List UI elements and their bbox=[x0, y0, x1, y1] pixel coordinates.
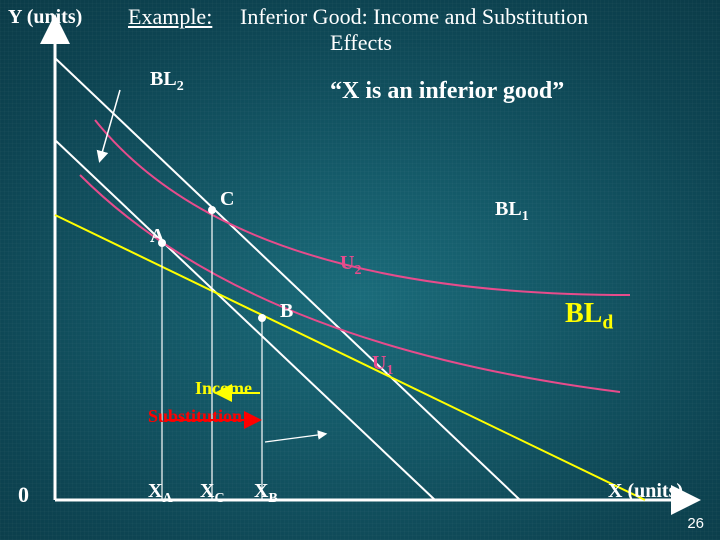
bl2-label: BL2 bbox=[150, 68, 184, 95]
indiff-curve-u1 bbox=[80, 175, 620, 392]
slide: Y (units) X (units) 0 Example: Inferior … bbox=[0, 0, 720, 540]
point-a-label: A bbox=[150, 225, 164, 248]
bl2-arrow bbox=[100, 90, 120, 160]
income-label: Income bbox=[195, 378, 252, 399]
xa-label: XA bbox=[148, 480, 173, 507]
u2-label: U2 bbox=[340, 252, 361, 279]
bld-label: BLd bbox=[565, 298, 613, 335]
u1-label: U1 bbox=[372, 352, 393, 379]
budget-line-2 bbox=[55, 58, 520, 500]
x-axis-label: X (units) bbox=[608, 480, 683, 503]
title-line-2: Effects bbox=[330, 30, 392, 56]
title-line-1: Inferior Good: Income and Substitution bbox=[240, 4, 588, 30]
budget-line-1 bbox=[55, 140, 435, 500]
origin-label: 0 bbox=[18, 482, 29, 508]
indiff-curve-u2 bbox=[95, 120, 630, 295]
slide-number: 26 bbox=[687, 515, 704, 532]
point-b-label: B bbox=[280, 300, 293, 323]
xc-label: XC bbox=[200, 480, 225, 507]
subtitle: “X is an inferior good” bbox=[330, 78, 564, 105]
point-c bbox=[208, 206, 216, 214]
point-b bbox=[258, 314, 266, 322]
y-axis-label: Y (units) bbox=[8, 6, 82, 29]
bl1-label: BL1 bbox=[495, 198, 529, 225]
substitution-label: Substitution bbox=[148, 406, 242, 427]
title-example: Example: bbox=[128, 4, 212, 30]
point-c-label: C bbox=[220, 188, 234, 211]
hint-arrow bbox=[265, 434, 325, 442]
xb-label: XB bbox=[254, 480, 278, 507]
